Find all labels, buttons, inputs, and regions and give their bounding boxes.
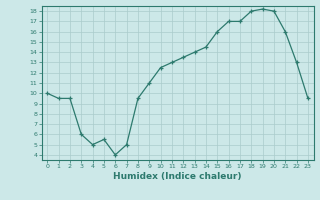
X-axis label: Humidex (Indice chaleur): Humidex (Indice chaleur) [113,172,242,181]
